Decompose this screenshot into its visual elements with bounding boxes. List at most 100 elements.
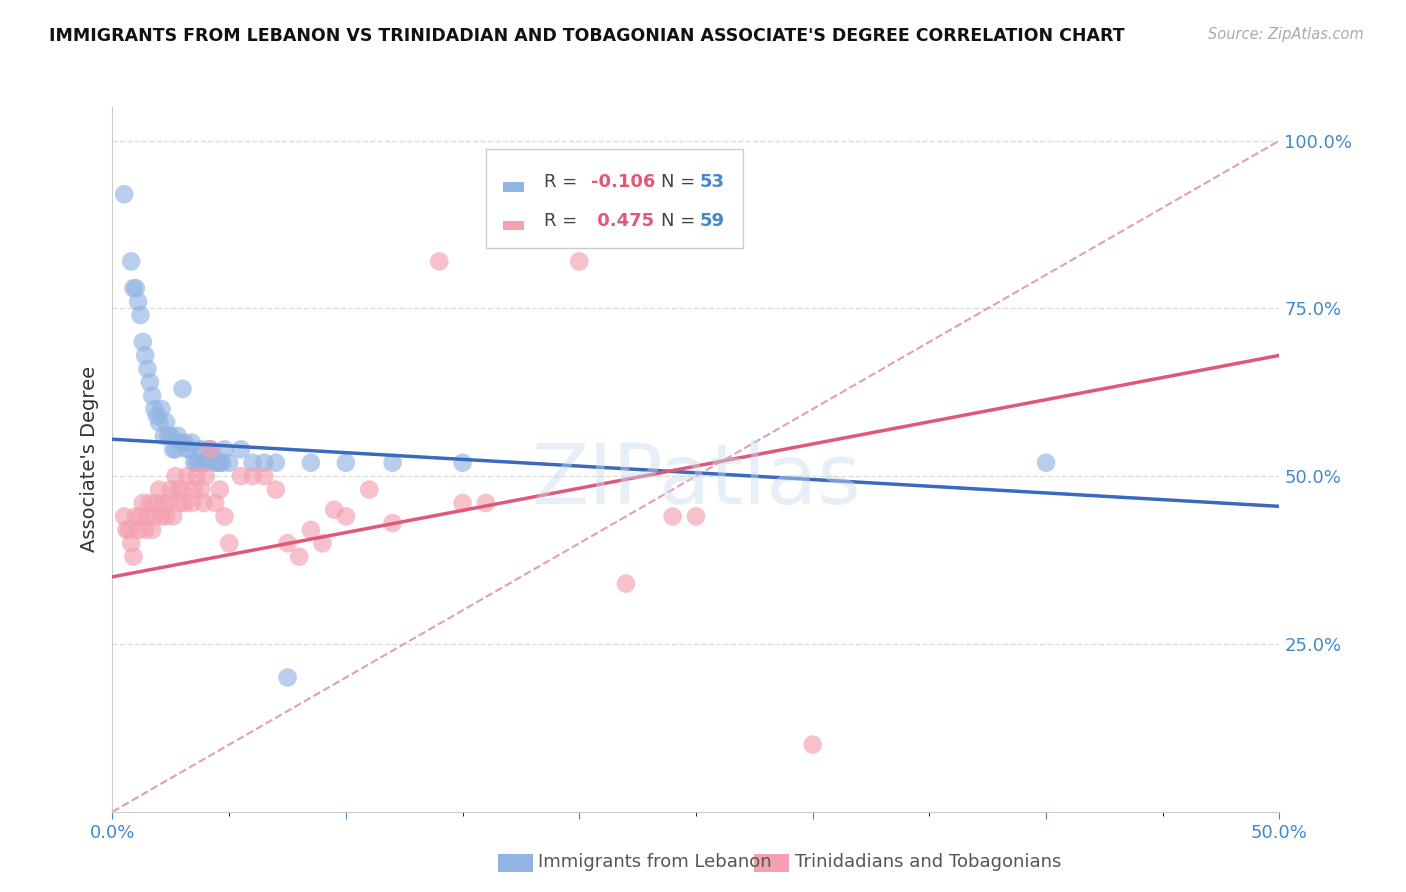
Point	[207, 456, 229, 470]
Point	[204, 496, 226, 510]
Text: Trinidadians and Tobagonians: Trinidadians and Tobagonians	[796, 854, 1062, 871]
Point	[204, 456, 226, 470]
Text: -0.106: -0.106	[591, 173, 655, 192]
Point	[218, 536, 240, 550]
Point	[197, 442, 219, 457]
Point	[143, 402, 166, 417]
Point	[614, 576, 637, 591]
Point	[299, 456, 322, 470]
Point	[186, 469, 208, 483]
Point	[143, 509, 166, 524]
Text: 53: 53	[699, 173, 724, 192]
Point	[150, 402, 173, 417]
FancyBboxPatch shape	[486, 149, 742, 248]
Point	[157, 496, 180, 510]
Point	[193, 456, 215, 470]
Point	[229, 469, 252, 483]
Text: R =: R =	[544, 173, 583, 192]
Point	[172, 483, 194, 497]
Point	[134, 348, 156, 362]
Point	[129, 509, 152, 524]
Point	[801, 738, 824, 752]
Point	[165, 442, 187, 457]
Text: ZIPatlas: ZIPatlas	[531, 440, 860, 521]
Point	[146, 496, 169, 510]
Point	[264, 483, 287, 497]
Point	[127, 523, 149, 537]
Point	[139, 375, 162, 389]
Point	[122, 281, 145, 295]
Point	[427, 254, 450, 268]
Point	[162, 442, 184, 457]
Text: N =: N =	[661, 173, 702, 192]
Point	[183, 456, 205, 470]
Point	[146, 409, 169, 423]
Point	[186, 456, 208, 470]
Point	[153, 429, 176, 443]
Point	[153, 496, 176, 510]
Point	[242, 456, 264, 470]
Point	[165, 469, 187, 483]
Point	[685, 509, 707, 524]
Text: Source: ZipAtlas.com: Source: ZipAtlas.com	[1208, 27, 1364, 42]
Point	[194, 469, 217, 483]
Point	[115, 523, 138, 537]
Point	[141, 523, 163, 537]
Point	[661, 509, 683, 524]
Point	[150, 509, 173, 524]
Point	[132, 334, 155, 349]
Point	[229, 442, 252, 457]
Point	[118, 523, 141, 537]
Point	[211, 456, 233, 470]
Point	[169, 496, 191, 510]
Point	[169, 435, 191, 450]
Point	[253, 456, 276, 470]
Point	[299, 523, 322, 537]
Point	[190, 483, 212, 497]
Point	[160, 429, 183, 443]
Point	[190, 442, 212, 457]
Point	[187, 456, 209, 470]
Point	[112, 509, 135, 524]
Point	[162, 509, 184, 524]
Point	[475, 496, 498, 510]
Point	[381, 456, 404, 470]
Point	[141, 389, 163, 403]
Point	[288, 549, 311, 564]
Point	[122, 549, 145, 564]
Point	[253, 469, 276, 483]
Point	[1035, 456, 1057, 470]
FancyBboxPatch shape	[755, 854, 789, 871]
Point	[136, 509, 159, 524]
Point	[568, 254, 591, 268]
Point	[218, 456, 240, 470]
Point	[335, 456, 357, 470]
Text: 0.475: 0.475	[591, 212, 654, 230]
Point	[180, 496, 202, 510]
Point	[120, 536, 142, 550]
Point	[112, 187, 135, 202]
Point	[129, 308, 152, 322]
Point	[139, 496, 162, 510]
Point	[264, 456, 287, 470]
Text: R =: R =	[544, 212, 583, 230]
Point	[136, 361, 159, 376]
Point	[120, 254, 142, 268]
Point	[160, 483, 183, 497]
Point	[194, 456, 217, 470]
Y-axis label: Associate's Degree: Associate's Degree	[80, 367, 98, 552]
Point	[148, 483, 170, 497]
Point	[242, 469, 264, 483]
Point	[335, 509, 357, 524]
Text: Immigrants from Lebanon: Immigrants from Lebanon	[538, 854, 772, 871]
Point	[155, 509, 177, 524]
Point	[214, 442, 236, 457]
Text: N =: N =	[661, 212, 702, 230]
Point	[132, 496, 155, 510]
Point	[173, 435, 195, 450]
Point	[214, 509, 236, 524]
Point	[157, 429, 180, 443]
Text: IMMIGRANTS FROM LEBANON VS TRINIDADIAN AND TOBAGONIAN ASSOCIATE'S DEGREE CORRELA: IMMIGRANTS FROM LEBANON VS TRINIDADIAN A…	[49, 27, 1125, 45]
Point	[200, 442, 222, 457]
Point	[193, 496, 215, 510]
